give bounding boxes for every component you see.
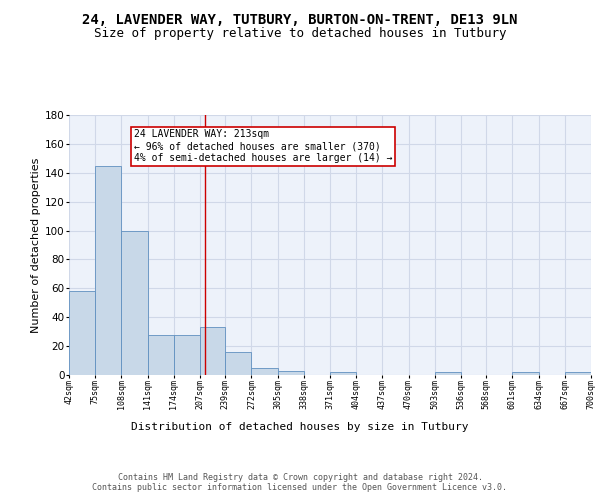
Bar (121, 230, 148, 375)
Bar (278, 370, 304, 375)
Bar (330, 372, 356, 375)
Bar (200, 328, 225, 375)
Bar (95, 166, 121, 375)
Bar (251, 368, 278, 375)
Bar (69, 291, 95, 375)
Bar (174, 334, 200, 375)
Text: Contains HM Land Registry data © Crown copyright and database right 2024.
Contai: Contains HM Land Registry data © Crown c… (92, 472, 508, 492)
Text: Size of property relative to detached houses in Tutbury: Size of property relative to detached ho… (94, 28, 506, 40)
Bar (512, 372, 539, 375)
Bar (435, 372, 461, 375)
Y-axis label: Number of detached properties: Number of detached properties (31, 158, 41, 332)
Bar (148, 334, 174, 375)
Text: 24 LAVENDER WAY: 213sqm
← 96% of detached houses are smaller (370)
4% of semi-de: 24 LAVENDER WAY: 213sqm ← 96% of detache… (134, 130, 392, 162)
Text: 24, LAVENDER WAY, TUTBURY, BURTON-ON-TRENT, DE13 9LN: 24, LAVENDER WAY, TUTBURY, BURTON-ON-TRE… (82, 12, 518, 26)
Text: Distribution of detached houses by size in Tutbury: Distribution of detached houses by size … (131, 422, 469, 432)
Bar (565, 372, 591, 375)
Bar (225, 352, 251, 375)
